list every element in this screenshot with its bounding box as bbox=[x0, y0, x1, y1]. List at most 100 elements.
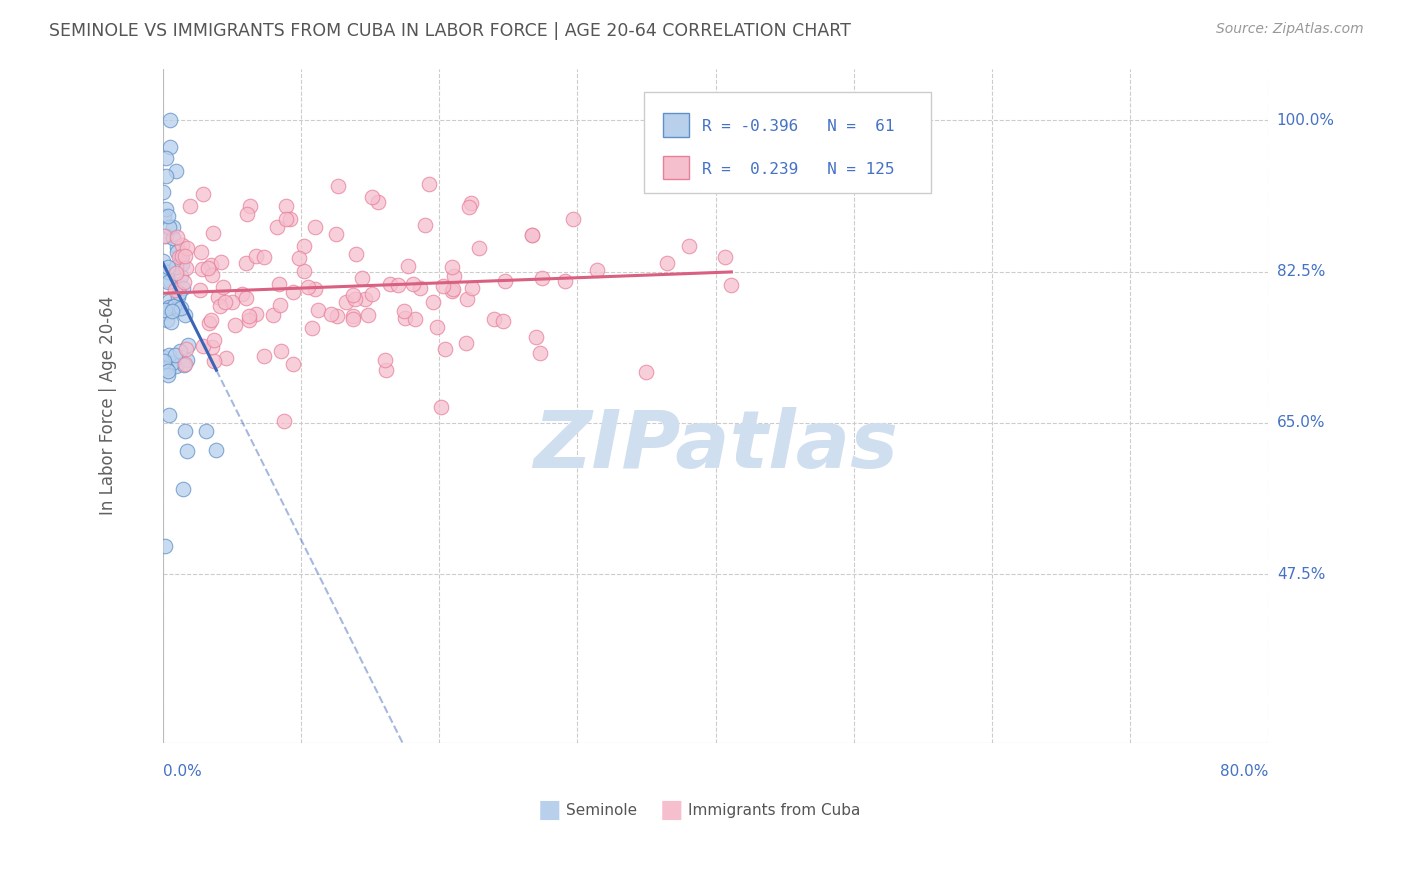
Point bbox=[156, 368, 179, 382]
Point bbox=[167, 285, 190, 300]
Point bbox=[205, 443, 228, 458]
Point bbox=[335, 295, 357, 310]
Point bbox=[720, 277, 742, 292]
Point bbox=[215, 351, 238, 365]
Point bbox=[342, 288, 364, 302]
Point bbox=[211, 279, 233, 293]
Point bbox=[155, 202, 177, 216]
Point bbox=[714, 250, 737, 264]
Point bbox=[165, 348, 187, 362]
Point bbox=[304, 282, 326, 296]
Point bbox=[159, 113, 181, 128]
Point bbox=[396, 259, 419, 273]
Point bbox=[443, 269, 465, 284]
Point bbox=[352, 271, 374, 285]
Text: Immigrants from Cuba: Immigrants from Cuba bbox=[688, 803, 860, 818]
Point bbox=[440, 260, 463, 274]
Text: 100.0%: 100.0% bbox=[1277, 113, 1334, 128]
Point bbox=[202, 334, 225, 348]
FancyBboxPatch shape bbox=[662, 155, 689, 179]
Point bbox=[191, 339, 214, 353]
Point bbox=[209, 299, 232, 313]
Point bbox=[156, 209, 179, 223]
Point bbox=[430, 401, 453, 415]
Point bbox=[166, 301, 188, 316]
Point bbox=[375, 363, 398, 377]
Point bbox=[529, 346, 551, 360]
Point bbox=[342, 312, 364, 326]
Point bbox=[157, 260, 180, 274]
Point bbox=[152, 350, 174, 364]
Point bbox=[152, 254, 174, 268]
Point bbox=[361, 190, 384, 204]
Point bbox=[361, 286, 384, 301]
Point bbox=[169, 344, 191, 359]
Point bbox=[344, 247, 367, 261]
Point bbox=[288, 251, 311, 265]
Point bbox=[281, 285, 304, 299]
Point bbox=[432, 278, 454, 293]
Point bbox=[156, 264, 179, 278]
Point bbox=[173, 424, 195, 438]
Point bbox=[198, 316, 221, 330]
Point bbox=[235, 292, 257, 306]
Point bbox=[392, 303, 415, 318]
Point bbox=[166, 244, 188, 259]
Point bbox=[458, 200, 481, 214]
Point bbox=[200, 259, 222, 273]
Text: R = -0.396   N =  61: R = -0.396 N = 61 bbox=[703, 120, 894, 134]
Point bbox=[434, 342, 457, 356]
Point bbox=[269, 277, 291, 291]
Point bbox=[202, 226, 225, 240]
Point bbox=[165, 266, 187, 280]
Point bbox=[678, 239, 700, 253]
Point bbox=[235, 256, 257, 270]
Point bbox=[394, 311, 416, 326]
Point bbox=[269, 298, 291, 312]
Point bbox=[156, 313, 179, 327]
Text: 47.5%: 47.5% bbox=[1277, 566, 1324, 582]
Point bbox=[344, 292, 367, 306]
Point bbox=[440, 285, 463, 299]
Point bbox=[153, 539, 176, 553]
Text: ■: ■ bbox=[659, 798, 683, 822]
Point bbox=[224, 318, 246, 332]
Point bbox=[159, 274, 181, 288]
Point bbox=[221, 295, 243, 310]
Text: 82.5%: 82.5% bbox=[1277, 264, 1324, 279]
Point bbox=[253, 349, 276, 363]
Text: Seminole: Seminole bbox=[567, 803, 637, 818]
Point bbox=[270, 343, 292, 358]
Point bbox=[173, 357, 195, 371]
Point bbox=[157, 302, 180, 317]
Point bbox=[460, 195, 482, 210]
Point bbox=[152, 209, 174, 223]
Point bbox=[200, 313, 222, 327]
Point bbox=[153, 303, 176, 318]
Point bbox=[413, 219, 436, 233]
Point bbox=[245, 249, 267, 263]
Point bbox=[162, 219, 184, 234]
Point bbox=[304, 220, 326, 235]
Point bbox=[169, 268, 191, 283]
Point bbox=[426, 320, 449, 334]
Point bbox=[163, 283, 186, 297]
Point bbox=[238, 310, 260, 324]
Point bbox=[494, 274, 516, 288]
Point bbox=[166, 230, 188, 244]
Point bbox=[456, 292, 478, 306]
Point bbox=[253, 250, 276, 264]
Point bbox=[236, 207, 259, 221]
Point bbox=[409, 281, 432, 295]
Point bbox=[238, 313, 260, 327]
Point bbox=[201, 268, 224, 283]
Text: ZIPatlas: ZIPatlas bbox=[533, 407, 898, 485]
Point bbox=[155, 229, 177, 244]
Point bbox=[191, 261, 214, 276]
Point bbox=[157, 293, 180, 308]
Point bbox=[262, 308, 284, 322]
Point bbox=[152, 263, 174, 277]
Point bbox=[165, 359, 187, 374]
Text: ■: ■ bbox=[538, 798, 561, 822]
Point bbox=[231, 287, 253, 301]
